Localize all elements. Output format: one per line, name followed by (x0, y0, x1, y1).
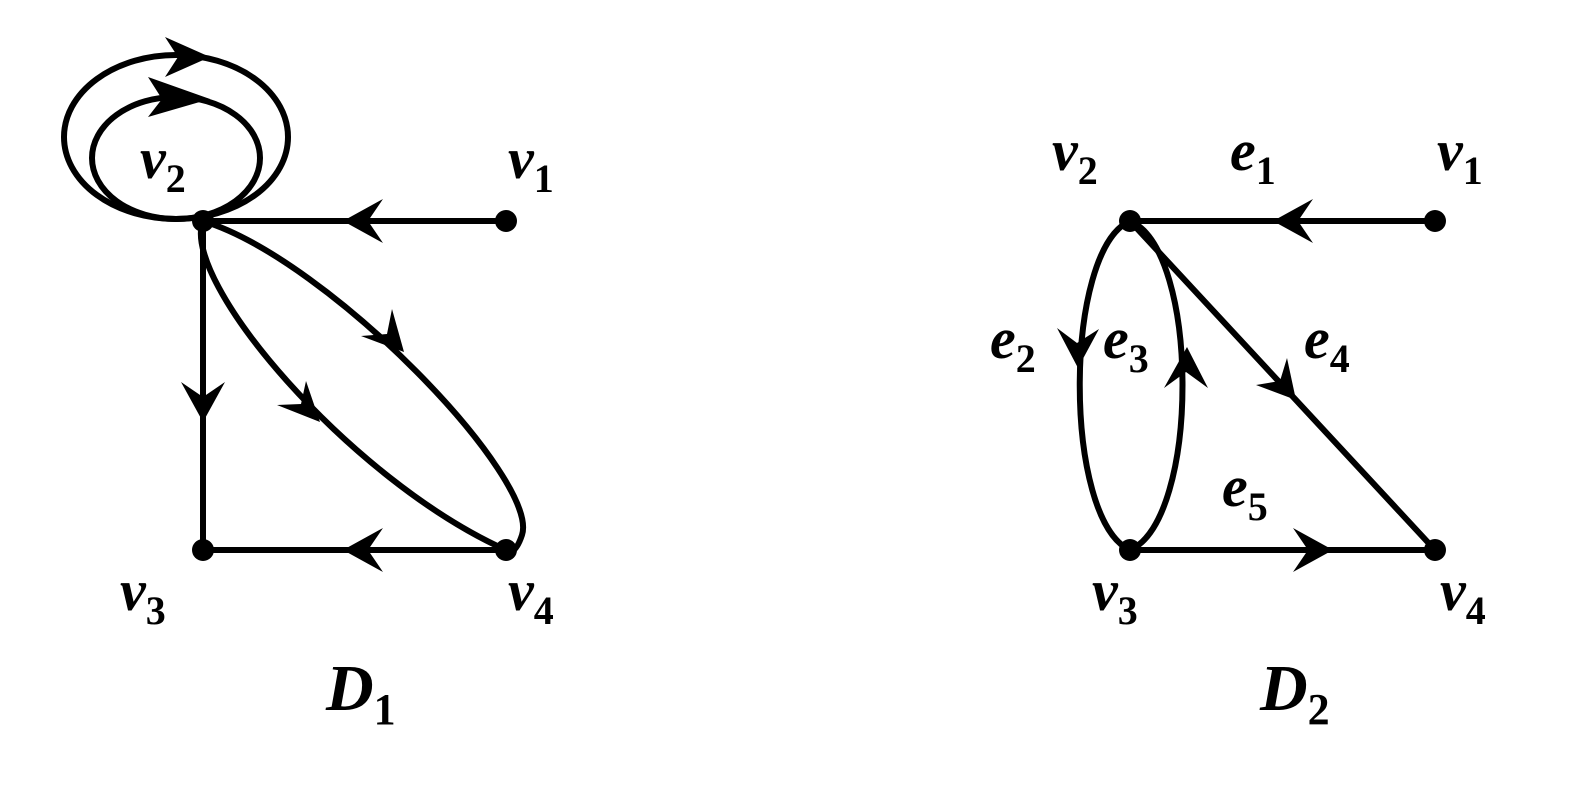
d2-label-e2: e2 (990, 306, 1036, 381)
d2-label-v4: v4 (1440, 558, 1486, 633)
d2-arrow-e4 (1256, 358, 1296, 400)
d1-label-v3: v3 (120, 558, 166, 633)
d2-caption: D2 (1259, 652, 1330, 734)
d2-vertex-v1 (1424, 210, 1446, 232)
d1-arrow-v2-v4-outer (361, 309, 404, 352)
d2-label-e4: e4 (1304, 306, 1350, 381)
digraph-d1: v2 v1 v3 v4 D1 (61, 37, 554, 734)
d1-label-v2: v2 (140, 126, 186, 201)
d2-edge-e2 (1076, 218, 1133, 553)
d2-label-v1: v1 (1437, 118, 1483, 193)
d2-arrow-e3 (1164, 347, 1208, 388)
d2-vertex-v3 (1119, 539, 1141, 561)
d1-edge-v2-v4-outer (200, 218, 527, 555)
d1-vertex-v2 (192, 210, 214, 232)
d2-vertex-v2 (1119, 210, 1141, 232)
d2-label-e1: e1 (1230, 118, 1276, 193)
d2-label-e5: e5 (1222, 454, 1268, 529)
d2-label-v2: v2 (1052, 118, 1098, 193)
d1-label-v4: v4 (508, 558, 554, 633)
d1-arrow-v4-v3 (343, 528, 383, 572)
d1-edge-v2-v4-inner (198, 218, 509, 553)
d1-arrow-loop-outer (165, 37, 210, 77)
d1-caption: D1 (325, 652, 396, 734)
d2-arrow-e2 (1057, 328, 1099, 368)
d2-arrow-e5 (1293, 528, 1333, 572)
d1-arrow-v1-v2 (343, 199, 383, 243)
digraph-d2: v2 v1 v3 v4 e1 e2 e3 e4 e5 D2 (990, 118, 1486, 734)
d2-arrow-e1 (1273, 199, 1313, 243)
d2-label-v3: v3 (1092, 558, 1138, 633)
d1-vertex-v3 (192, 539, 214, 561)
d2-vertex-v4 (1424, 539, 1446, 561)
d1-label-v1: v1 (508, 126, 554, 201)
d1-vertex-v1 (495, 210, 517, 232)
d1-arrow-v2-v4-inner (277, 381, 320, 422)
d1-vertex-v4 (495, 539, 517, 561)
d1-arrow-loop-inner (148, 77, 210, 117)
d2-label-e3: e3 (1103, 306, 1149, 381)
d1-arrow-v2-v3 (181, 382, 225, 422)
